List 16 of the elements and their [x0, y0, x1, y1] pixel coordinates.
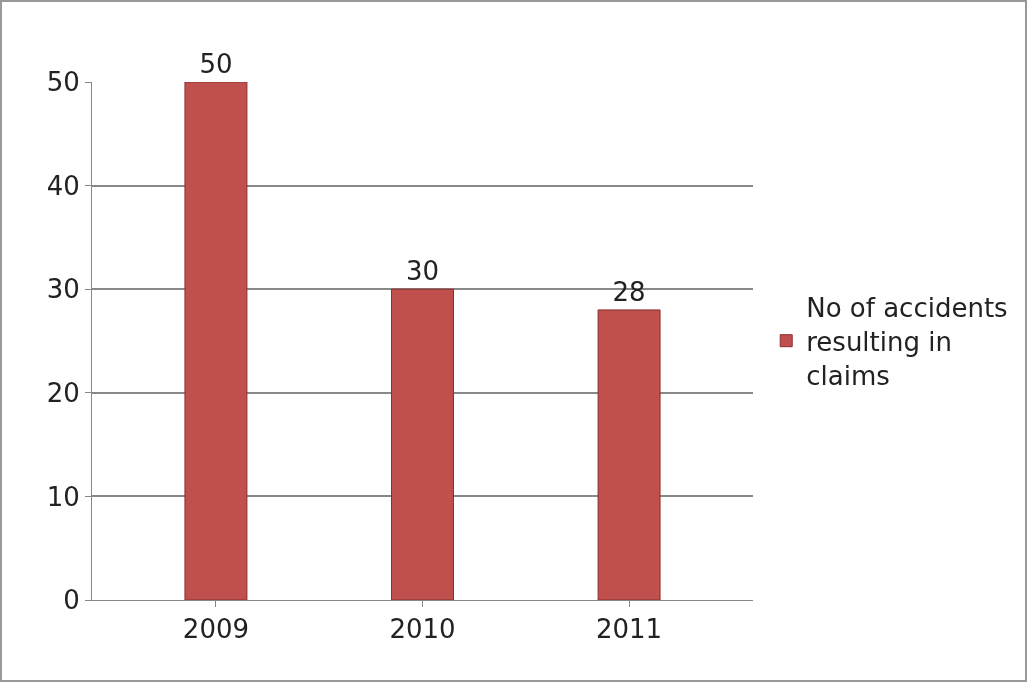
bar [597, 309, 661, 600]
x-tick-label: 2011 [595, 614, 663, 645]
y-tick-label: 30 [46, 274, 80, 305]
bar [391, 288, 454, 600]
data-label: 50 [199, 49, 233, 79]
x-tick-label: 2010 [389, 614, 456, 645]
y-tick-label: 10 [46, 481, 80, 512]
legend-label: No of accidents resulting in claims [806, 293, 1008, 391]
bar [184, 82, 248, 600]
y-tick-label: 20 [46, 377, 80, 408]
y-tick-label: 0 [63, 585, 80, 616]
x-tick-label: 2009 [182, 614, 250, 645]
data-label: 28 [612, 276, 646, 307]
y-tick-label: 40 [46, 170, 80, 201]
y-tick-label: 50 [46, 67, 80, 98]
data-label: 30 [405, 256, 440, 287]
